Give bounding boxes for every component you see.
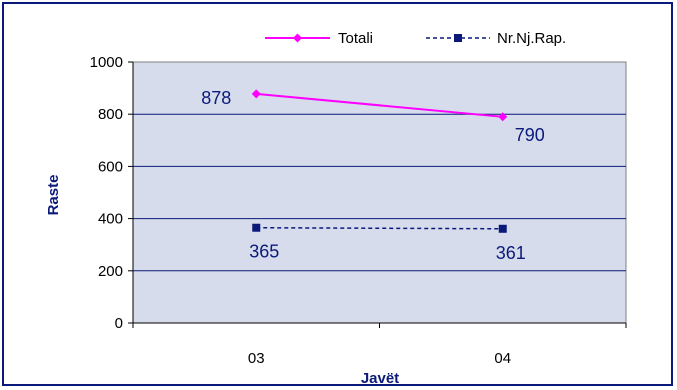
y-tick-label: 600: [98, 158, 123, 175]
series-line-1: [256, 226, 503, 230]
x-tick-label: 03: [248, 350, 265, 367]
data-point-square: [454, 34, 462, 42]
x-axis-title: Javët: [361, 370, 399, 387]
x-tick-label: 04: [494, 350, 511, 367]
series-layer: [251, 89, 508, 233]
y-tick-label: 1000: [90, 54, 123, 71]
legend-item: Totali: [265, 30, 373, 47]
data-label: 361: [496, 243, 526, 263]
y-tick-label: 400: [98, 211, 123, 228]
series-line-0: [256, 92, 503, 118]
legend: Totali Nr.Nj.Rap.: [265, 30, 566, 47]
legend-item: Nr.Nj.Rap.: [426, 30, 566, 47]
y-axis: 0 200 400 600 800 1000: [90, 54, 134, 332]
data-point-square: [252, 223, 261, 232]
y-axis-title: Raste: [45, 175, 62, 216]
legend-label: Nr.Nj.Rap.: [497, 30, 566, 47]
y-tick-label: 200: [98, 263, 123, 280]
data-point-diamond: [498, 112, 508, 122]
gridlines: [133, 113, 626, 272]
data-point-diamond: [251, 89, 261, 99]
data-labels: 878 790 365 361: [201, 88, 545, 263]
data-point-diamond: [293, 33, 302, 43]
data-label: 365: [249, 242, 279, 262]
legend-label: Totali: [338, 30, 373, 47]
y-tick-label: 800: [98, 106, 123, 123]
data-label: 878: [201, 88, 231, 108]
data-label: 790: [515, 125, 545, 145]
y-tick-label: 0: [115, 315, 123, 332]
x-axis: 03 04: [132, 322, 627, 367]
data-point-square: [498, 224, 507, 233]
